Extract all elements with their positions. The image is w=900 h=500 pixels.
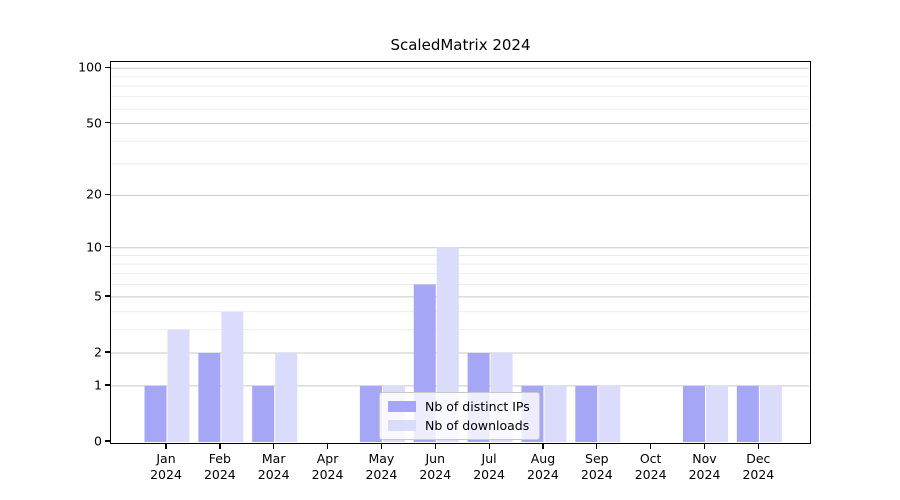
x-tick-mark: [757, 444, 760, 449]
x-tick-mark: [273, 444, 275, 449]
y-tick-label-2: 2: [94, 344, 102, 360]
chart-title: ScaledMatrix 2024: [390, 36, 531, 54]
bars-and-grid-canvas: [111, 67, 809, 442]
bar-ips-mar: [252, 385, 275, 442]
legend-item: Nb of downloads: [388, 418, 530, 433]
x-tick-label-jul: Jul 2024: [473, 451, 505, 482]
y-tick-label-5: 5: [94, 288, 102, 304]
x-tick-mark: [488, 444, 490, 449]
x-tick-label-apr: Apr 2024: [311, 451, 344, 482]
legend: Nb of distinct IPs Nb of downloads: [379, 392, 540, 440]
y-tick-mark: [104, 121, 110, 124]
x-tick-label-jun: Jun 2024: [419, 451, 452, 482]
y-tick-label-100: 100: [78, 59, 102, 75]
y-tick-mark: [104, 440, 110, 442]
y-tick-mark: [104, 66, 110, 68]
x-tick-label-nov: Nov 2024: [688, 451, 721, 482]
bar-ips-nov: [683, 385, 705, 442]
x-tick-mark: [542, 444, 544, 449]
x-tick-label-feb: Feb 2024: [203, 451, 236, 482]
legend-label: Nb of distinct IPs: [425, 399, 530, 414]
bar-downloads-aug: [544, 385, 567, 442]
x-tick-mark: [380, 444, 383, 449]
legend-swatch-ips-icon: [388, 401, 416, 412]
bar-downloads-sep: [598, 385, 621, 442]
bar-downloads-mar: [275, 353, 298, 442]
x-tick-label-jan: Jan 2024: [150, 451, 182, 482]
y-tick-label-1: 1: [94, 377, 102, 393]
x-tick-label-dec: Dec 2024: [742, 451, 775, 482]
y-tick-mark: [104, 193, 110, 196]
x-tick-mark: [596, 444, 598, 449]
bar-ips-jan: [144, 385, 167, 442]
x-tick-label-may: May 2024: [365, 451, 398, 482]
x-tick-label-sep: Sep 2024: [580, 451, 613, 482]
x-tick-mark: [650, 444, 652, 449]
x-tick-mark: [703, 444, 706, 449]
plot-area: Nb of distinct IPs Nb of downloads: [110, 61, 811, 444]
y-tick-label-0: 0: [94, 433, 102, 449]
x-tick-mark: [165, 444, 167, 449]
y-tick-mark: [104, 246, 110, 248]
x-tick-label-oct: Oct 2024: [634, 451, 667, 482]
bar-downloads-feb: [221, 311, 244, 442]
legend-label: Nb of downloads: [425, 418, 530, 433]
bar-ips-feb: [198, 353, 221, 442]
bar-ips-may: [359, 385, 382, 442]
y-tick-label-10: 10: [86, 239, 102, 255]
y-tick-mark: [104, 384, 110, 386]
x-tick-label-aug: Aug 2024: [527, 451, 559, 482]
y-tick-label-50: 50: [86, 115, 102, 131]
bar-ips-sep: [575, 385, 598, 442]
bar-ips-dec: [736, 385, 759, 442]
y-tick-label-20: 20: [86, 186, 102, 202]
bar-downloads-dec: [759, 385, 782, 442]
y-tick-mark: [104, 295, 110, 297]
x-tick-mark: [326, 444, 329, 449]
bar-downloads-nov: [706, 385, 728, 442]
legend-item: Nb of distinct IPs: [388, 399, 530, 414]
x-tick-label-mar: Mar 2024: [257, 451, 290, 482]
bar-downloads-jan: [167, 329, 190, 442]
y-tick-mark: [104, 351, 110, 353]
x-tick-mark: [434, 444, 436, 449]
legend-swatch-downloads-icon: [388, 420, 416, 431]
x-tick-mark: [219, 444, 221, 449]
